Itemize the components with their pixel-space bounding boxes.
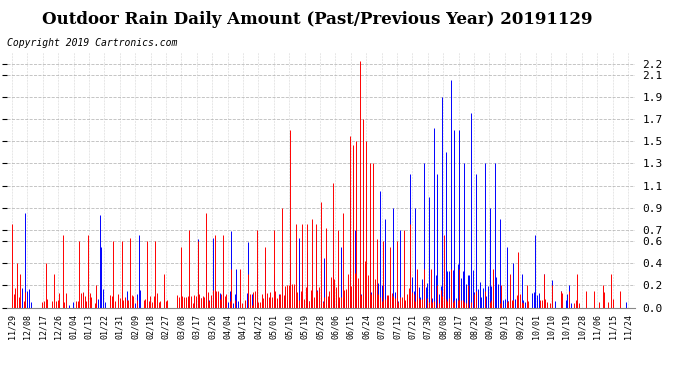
Text: Outdoor Rain Daily Amount (Past/Previous Year) 20191129: Outdoor Rain Daily Amount (Past/Previous… bbox=[42, 11, 593, 28]
Text: Copyright 2019 Cartronics.com: Copyright 2019 Cartronics.com bbox=[7, 38, 177, 48]
